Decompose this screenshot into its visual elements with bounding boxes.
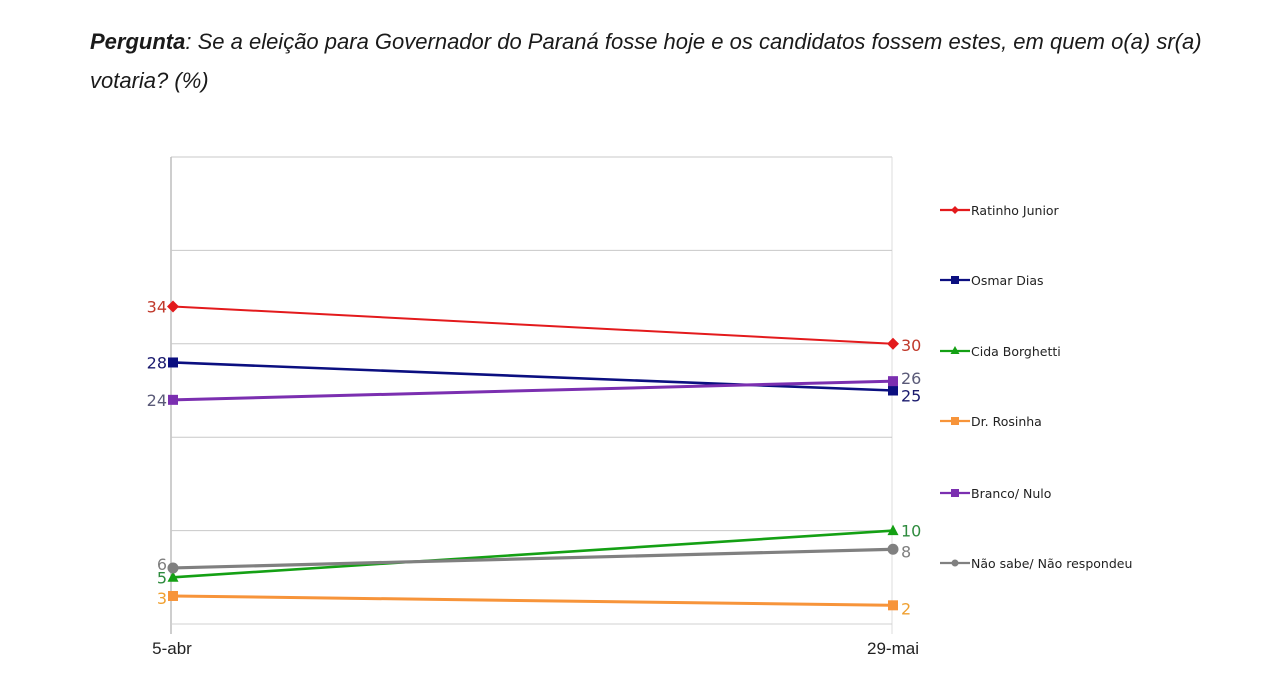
series-line (172, 547, 894, 570)
legend-item: Branco/ Nulo (940, 484, 1051, 502)
data-label: 3 (157, 589, 167, 608)
legend-swatch-icon (940, 276, 970, 284)
question-lead: Pergunta (90, 29, 186, 54)
legend-item: Não sabe/ Não respondeu (940, 554, 1132, 572)
legend-swatch-icon (940, 206, 970, 214)
x-tick-label: 29-mai (867, 639, 919, 658)
data-label: 8 (901, 542, 911, 561)
data-label: 5 (157, 568, 167, 587)
legend-label: Ratinho Junior (971, 202, 1059, 218)
data-point-marker (888, 600, 898, 611)
series-line (172, 529, 894, 579)
data-point-marker (167, 571, 179, 582)
data-point-marker (168, 357, 178, 368)
data-label: 30 (901, 336, 921, 355)
data-label: 2 (901, 599, 911, 618)
series-line (172, 594, 894, 607)
legend-item: Cida Borghetti (940, 342, 1061, 360)
data-point-marker (167, 562, 179, 574)
data-point-marker (888, 385, 898, 396)
data-label: 34 (147, 297, 167, 316)
data-label: 28 (147, 353, 167, 372)
series-line (172, 305, 894, 345)
data-point-marker (168, 394, 178, 405)
legend-label: Dr. Rosinha (971, 413, 1042, 429)
series-line (172, 361, 894, 392)
legend-swatch-icon (940, 559, 970, 567)
question-text: Pergunta: Se a eleição para Governador d… (90, 22, 1210, 100)
legend-swatch-icon (940, 489, 970, 497)
data-label: 25 (901, 387, 921, 406)
data-point-marker (887, 524, 899, 536)
question-body: : Se a eleição para Governador do Paraná… (90, 29, 1202, 93)
data-label: 10 (901, 522, 921, 541)
data-label: 6 (157, 555, 167, 574)
data-label: 24 (147, 391, 167, 410)
x-tick-label: 5-abr (152, 639, 192, 658)
legend-item: Osmar Dias (940, 271, 1044, 289)
legend-label: Osmar Dias (971, 272, 1044, 288)
data-label: 26 (901, 369, 921, 388)
legend-swatch-icon (940, 417, 970, 425)
legend-swatch-icon (940, 346, 970, 354)
data-point-marker (887, 543, 899, 555)
legend-label: Cida Borghetti (971, 343, 1061, 359)
data-point-marker (168, 590, 178, 601)
legend-label: Branco/ Nulo (971, 485, 1052, 501)
data-point-marker (167, 300, 179, 313)
legend-label: Não sabe/ Não respondeu (971, 555, 1133, 571)
data-point-marker (887, 337, 899, 350)
series-line (172, 379, 894, 402)
legend-item: Dr. Rosinha (940, 412, 1042, 430)
data-point-marker (888, 376, 898, 387)
legend-item: Ratinho Junior (940, 201, 1059, 219)
